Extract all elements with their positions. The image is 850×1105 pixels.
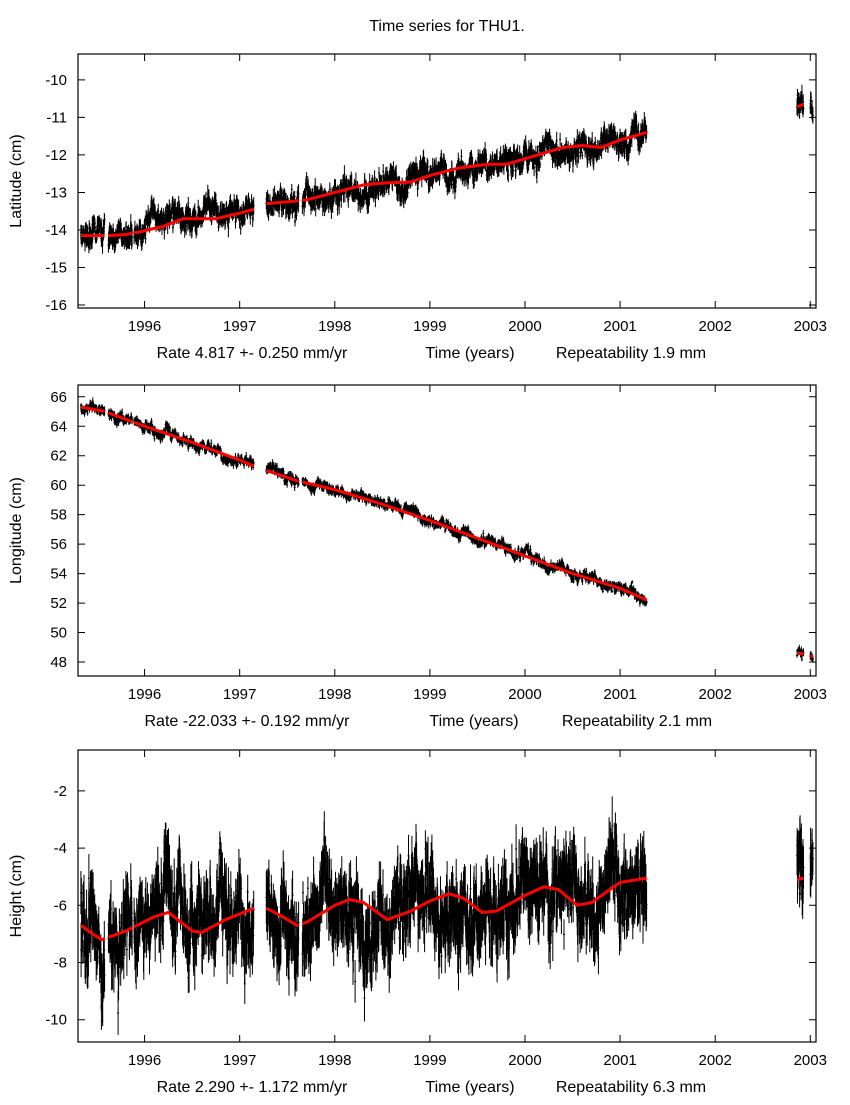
y-axis-label: Longitude (cm) [8,477,25,584]
repeatability-label: Repeatability 1.9 mm [556,345,706,362]
x-tick-label: 1999 [413,318,446,335]
y-tick-label: 66 [50,389,67,406]
x-axis-label: Time (years) [425,345,514,362]
data-points [80,796,814,1035]
data-point [559,133,561,146]
y-tick-label: -11 [46,109,67,126]
y-tick-label: 52 [50,595,67,612]
x-tick-label: 2001 [603,318,636,335]
repeatability-label: Repeatability 2.1 mm [562,713,712,730]
x-axis-label: Time (years) [429,713,518,730]
x-tick-label: 2002 [699,318,732,335]
x-tick-label: 2003 [794,686,827,703]
x-tick-label: 2001 [603,686,636,703]
x-tick-label: 1997 [223,318,256,335]
y-axis-label: Latitude (cm) [8,134,25,227]
y-tick-label: 54 [50,566,67,583]
y-tick-label: -12 [45,147,67,164]
y-tick-label: -10 [45,72,67,89]
y-tick-label: -13 [45,184,67,201]
x-tick-label: 1997 [223,686,256,703]
y-tick-label: 50 [50,625,67,642]
panel-latitude: 1996 1997 1998 1999 2000 2001 2002 2003 -10 -11 -1… [8,54,827,362]
y-tick-label: 62 [50,448,67,465]
y-tick-label: 56 [50,536,67,553]
data-points [80,397,814,662]
model-curve [134,422,254,466]
plot-frame [78,385,816,676]
x-tick-label: 2003 [794,318,827,335]
x-tick-label: 2002 [699,686,732,703]
x-tick-label: 1996 [128,686,161,703]
x-tick-label: 1996 [128,318,161,335]
x-tick-label: 2000 [508,686,541,703]
y-tick-label: 60 [50,477,67,494]
y-tick-label: 48 [50,654,67,671]
y-tick-label: -15 [45,259,67,276]
data-points [80,85,814,254]
y-tick-label: 58 [50,507,67,524]
x-tick-label: 1998 [318,686,351,703]
y-tick-label: -14 [45,222,67,239]
y-tick-label: -16 [45,297,67,314]
rate-label: Rate -22.033 +- 0.192 mm/yr [145,713,351,730]
rate-label: Rate 4.817 +- 0.250 mm/yr [157,345,348,362]
y-tick-label: 64 [50,418,67,435]
model-curve [797,653,804,654]
x-tick-label: 2000 [508,318,541,335]
figure-title: Time series for THU1. [369,18,525,35]
x-tick-label: 1999 [413,686,446,703]
x-tick-label: 1998 [318,318,351,335]
panel-longitude: 1996 1997 1998 1999 2000 2001 2002 2003 66 64 62 60… [8,385,827,730]
